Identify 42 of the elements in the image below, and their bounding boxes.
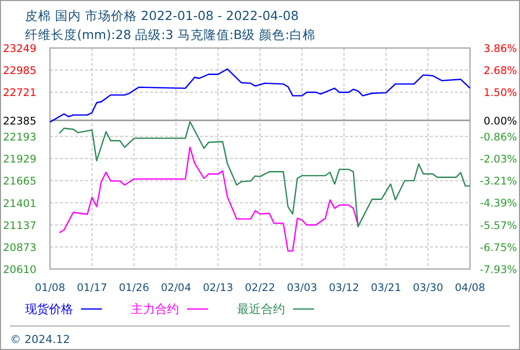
- chart-subtitle: 纤维长度(mm):28 品级:3 马克隆值:B级 颜色:白棉: [25, 27, 316, 42]
- x-tick-label: 01/08: [34, 282, 66, 294]
- y2-tick-label: -3.21%: [480, 176, 518, 188]
- x-tick-label: 03/21: [370, 282, 402, 294]
- y2-tick-label: -5.57%: [480, 220, 518, 232]
- x-tick-label: 03/12: [328, 282, 360, 294]
- y2-tick-label: 1.50%: [484, 87, 518, 100]
- chart-title: 皮棉 国内 市场价格 2022-01-08 - 2022-04-08: [25, 8, 299, 23]
- x-tick-label: 02/22: [244, 282, 276, 294]
- line-series: [49, 68, 471, 123]
- x-tick-label: 01/26: [118, 282, 150, 294]
- y-tick-label: 22193: [3, 131, 36, 144]
- x-tick-label: 02/04: [160, 282, 192, 294]
- y2-tick-label: -7.93%: [480, 264, 518, 276]
- y-tick-label: 22385: [3, 115, 36, 128]
- line-series: [58, 146, 359, 252]
- x-tick-label: 01/17: [76, 282, 108, 294]
- legend-label: 主力合约: [131, 302, 179, 316]
- line-series: [58, 121, 471, 228]
- y2-tick-label: 0.00%: [484, 115, 518, 128]
- y-tick-label: 21929: [3, 154, 36, 166]
- y2-tick-label: -0.86%: [480, 131, 518, 144]
- y-tick-label: 21137: [3, 220, 36, 232]
- y-tick-label: 22721: [3, 87, 36, 100]
- y2-tick-label: -4.39%: [480, 198, 518, 210]
- y2-tick-label: 2.68%: [484, 65, 518, 78]
- x-tick-label: 04/08: [454, 282, 486, 294]
- x-tick-label: 02/13: [202, 282, 234, 294]
- legend-label: 现货价格: [25, 302, 73, 316]
- legend-label: 最近合约: [237, 302, 285, 316]
- x-tick-label: 03/03: [286, 282, 318, 294]
- y2-tick-label: -2.03%: [480, 153, 518, 166]
- y2-tick-label: 3.86%: [484, 43, 518, 55]
- x-tick-label: 03/30: [412, 282, 444, 294]
- y-tick-label: 21665: [3, 176, 36, 188]
- y-tick-label: 21401: [3, 198, 36, 210]
- y-tick-label: 20873: [3, 242, 36, 254]
- y-tick-label: 22985: [3, 65, 36, 78]
- y-tick-label: 23249: [3, 43, 36, 55]
- y-tick-label: 20610: [3, 264, 36, 276]
- text: © 2024.12: [10, 333, 70, 346]
- y2-tick-label: -6.75%: [480, 242, 518, 254]
